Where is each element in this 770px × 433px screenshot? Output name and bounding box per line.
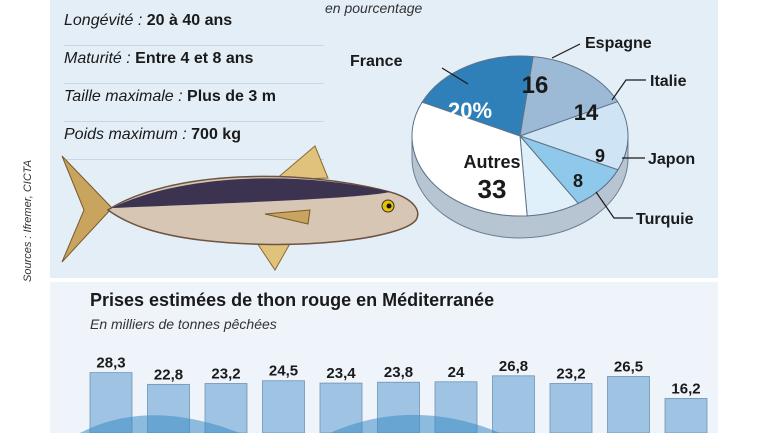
bar <box>607 376 650 433</box>
fact-value: 700 kg <box>191 126 241 143</box>
pie-value-japon: 9 <box>595 146 605 166</box>
pie-label-turquie: Turquie <box>636 211 694 228</box>
bar-value-label: 23,8 <box>384 364 413 381</box>
pie-label-japon: Japon <box>648 151 695 168</box>
pie-subtitle: en pourcentage <box>325 0 423 16</box>
tuna-pectoral-fin <box>264 209 311 225</box>
fact-label: Taille maximale : <box>64 88 183 105</box>
tuna-back <box>112 178 390 208</box>
pie-value-france: 20% <box>448 98 492 123</box>
tuna-dorsal-fin <box>273 145 329 181</box>
pie-slice-france <box>421 55 534 137</box>
pie-value-espagne: 16 <box>522 72 549 99</box>
bar-value-label: 24 <box>448 364 465 381</box>
tuna-pupil <box>386 203 392 209</box>
bar-value-label: 23,4 <box>326 365 356 382</box>
pie-label-france: France <box>350 53 403 70</box>
tuna-facts: Longévité : 20 à 40 ans Maturité : Entre… <box>64 8 324 160</box>
tuna-tail <box>61 155 113 263</box>
fact-value: Plus de 3 m <box>187 88 276 105</box>
wave-decoration <box>80 414 500 433</box>
bar-chart: 28,3 22,8 23,2 24,5 23,4 23,8 24 26,8 23,2 26,5 16… <box>80 355 708 433</box>
bar-value-label: 28,3 <box>96 355 125 372</box>
pie-slice-autres <box>411 101 528 217</box>
fact-longevity: Longévité : 20 à 40 ans <box>64 8 324 46</box>
bar-value-label: 16,2 <box>671 380 700 397</box>
pie-value-turquie: 8 <box>573 171 583 191</box>
bar <box>262 380 305 433</box>
bar <box>492 375 535 433</box>
pie-value-italie: 14 <box>574 100 599 125</box>
bar-value-label: 24,5 <box>269 363 298 380</box>
leader-espagne <box>551 43 581 59</box>
fact-value: 20 à 40 ans <box>146 12 233 29</box>
fact-label: Maturité : <box>64 50 131 67</box>
fact-max-size: Taille maximale : Plus de 3 m <box>64 84 324 122</box>
leader-france <box>441 67 469 85</box>
bar-value-label: 23,2 <box>556 366 585 383</box>
bar-value-label: 26,8 <box>499 358 528 375</box>
bar-chart-subtitle: En milliers de tonnes pêchées <box>90 316 277 332</box>
fact-maturity: Maturité : Entre 4 et 8 ans <box>64 46 324 84</box>
leader-turquie <box>595 191 633 219</box>
pie-label-espagne: Espagne <box>585 35 652 52</box>
fact-label: Longévité : <box>64 12 143 29</box>
fact-max-weight: Poids maximum : 700 kg <box>64 122 324 160</box>
fact-value: Entre 4 et 8 ans <box>135 50 254 67</box>
bar <box>664 398 708 433</box>
bar-chart-title: Prises estimées de thon rouge en Méditer… <box>90 290 495 310</box>
pie-value-autres: 33 <box>478 174 507 204</box>
pie-label-italie: Italie <box>650 73 687 90</box>
bar-value-label: 22,8 <box>154 366 183 383</box>
pie-slice-italie <box>518 101 629 171</box>
bar <box>549 383 593 433</box>
pie-name-autres: Autres <box>463 152 520 172</box>
tuna-illustration <box>61 145 419 271</box>
bar-value-label: 26,5 <box>614 358 643 375</box>
fact-label: Poids maximum : <box>64 126 187 143</box>
source-note: Sources : Ifremer, CICTA <box>22 159 34 282</box>
leader-italie <box>611 79 646 101</box>
bar-value-label: 23,2 <box>211 366 240 383</box>
pie-chart: France Espagne Italie Japon Turquie 20% … <box>350 35 695 239</box>
